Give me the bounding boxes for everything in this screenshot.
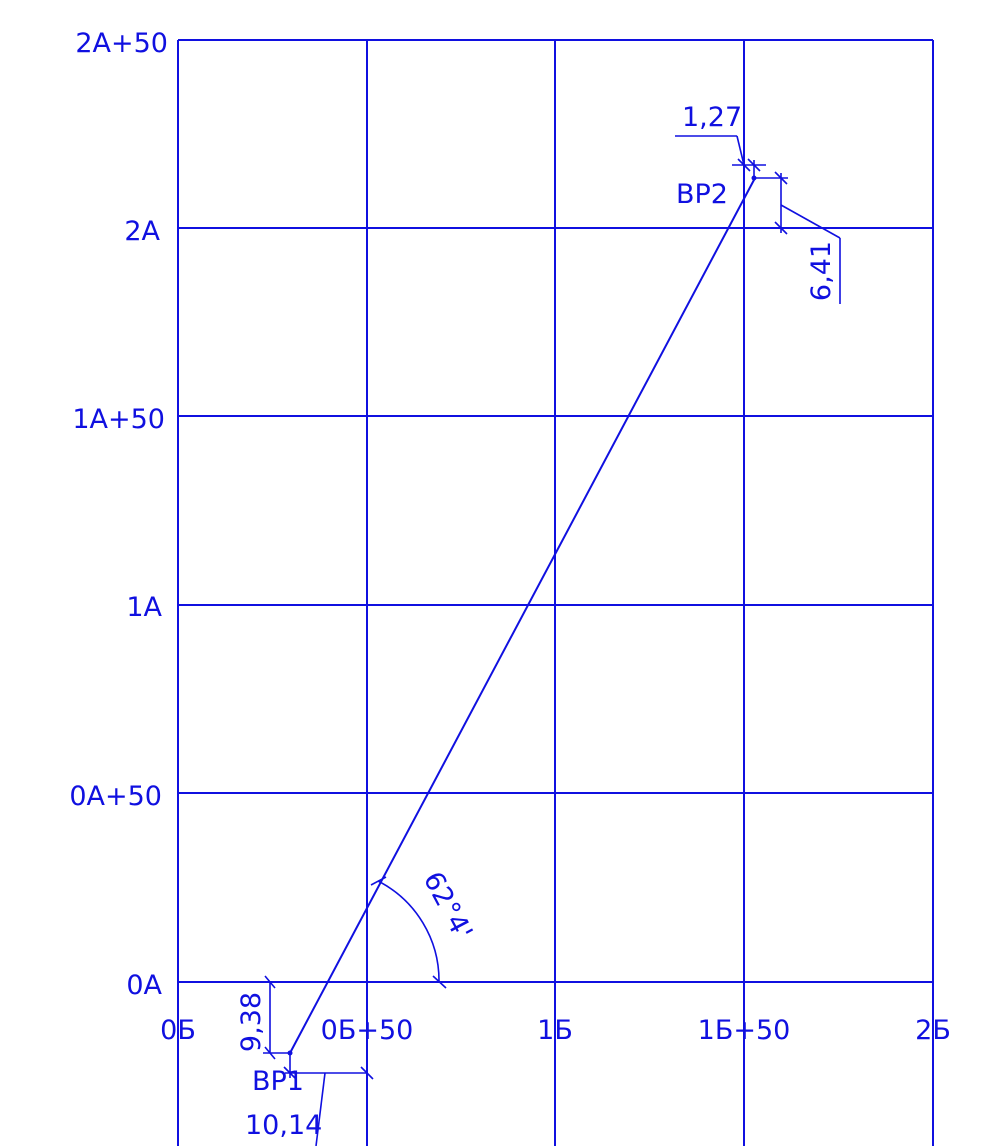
y-label-1a50: 1A+50	[72, 404, 165, 435]
dimension-bp1-vertical-value: 9,38	[236, 992, 267, 1052]
y-label-0a: 0A	[126, 970, 162, 1001]
dimension-bp2-horizontal: 1,27	[675, 102, 766, 228]
x-label-2b: 2Б	[915, 1015, 951, 1046]
dimension-angle: 62°4'	[370, 867, 478, 989]
dimension-bp1-horizontal-value: 10,14	[245, 1110, 322, 1141]
y-label-2a: 2A	[124, 216, 160, 247]
y-label-2a50: 2A+50	[75, 28, 168, 59]
dimension-bp1-vertical: 9,38	[236, 975, 290, 1060]
y-label-1a: 1A	[126, 592, 162, 623]
grid-vertical-lines	[177, 40, 934, 1146]
dimension-bp2-vertical: 6,41	[754, 171, 841, 304]
segment-bp1-bp2	[289, 177, 756, 1054]
x-label-1b: 1Б	[537, 1015, 573, 1046]
x-axis-labels: 0Б 0Б+50 1Б 1Б+50 2Б	[160, 1015, 951, 1046]
y-label-0a50: 0A+50	[69, 781, 162, 812]
point-bp2-label: ВР2	[676, 179, 728, 210]
dimension-bp1-horizontal: 10,14	[245, 1053, 374, 1146]
dimension-bp2-horizontal-value: 1,27	[682, 102, 742, 133]
x-label-0b50: 0Б+50	[321, 1015, 414, 1046]
dimension-angle-value: 62°4'	[417, 867, 478, 946]
x-label-1b50: 1Б+50	[698, 1015, 791, 1046]
dimension-bp2-vertical-value: 6,41	[806, 241, 837, 301]
x-label-0b: 0Б	[160, 1015, 196, 1046]
y-axis-labels: 2A+50 2A 1A+50 1A 0A+50 0A	[69, 28, 168, 1001]
point-bp1-label: ВР1	[252, 1066, 304, 1097]
